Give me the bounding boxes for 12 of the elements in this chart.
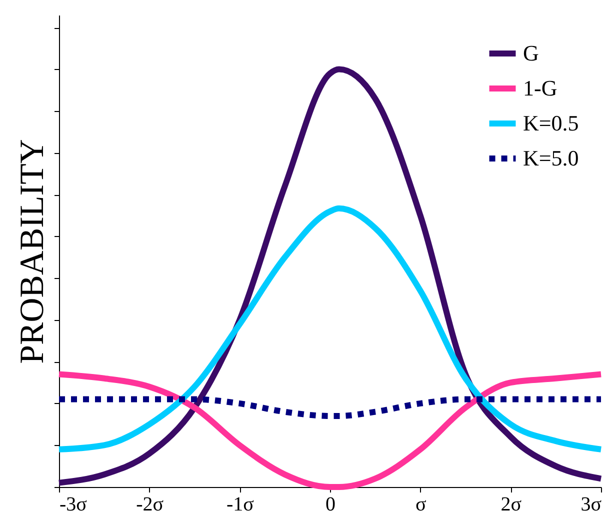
x-tick-label: -3σ [60, 494, 88, 516]
x-tick-label: 2σ [500, 494, 522, 516]
legend-label: K=0.5 [523, 110, 579, 136]
legend-label: G [523, 40, 539, 66]
x-tick-label: σ [415, 494, 426, 516]
x-tick-label: 3σ [580, 494, 602, 516]
legend-label: 1-G [523, 76, 558, 100]
x-tick-label: -1σ [226, 494, 254, 516]
x-tick-label: 0 [326, 494, 336, 516]
legend-label: K=5.0 [523, 146, 579, 170]
x-tick-label: -2σ [136, 494, 164, 516]
y-axis-title: PROBABILITY [14, 139, 51, 364]
